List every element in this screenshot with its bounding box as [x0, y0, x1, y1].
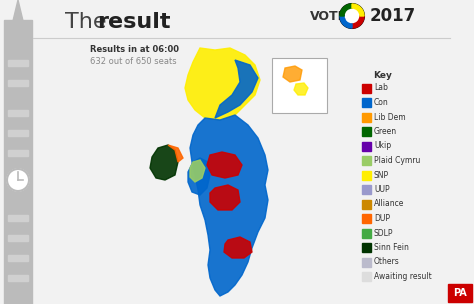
Wedge shape	[340, 4, 352, 16]
Text: PA: PA	[453, 288, 467, 298]
Bar	[8, 80, 28, 86]
Text: Con: Con	[374, 98, 389, 107]
Polygon shape	[210, 185, 240, 210]
Text: Alliance: Alliance	[374, 199, 404, 209]
Text: DUP: DUP	[374, 214, 390, 223]
Wedge shape	[352, 16, 364, 28]
Bar	[362, 199, 371, 209]
Bar	[362, 185, 371, 194]
Bar	[362, 243, 371, 252]
Text: SNP: SNP	[374, 171, 389, 179]
Text: Lib Dem: Lib Dem	[374, 112, 406, 122]
Bar	[362, 127, 371, 136]
Bar	[8, 255, 28, 261]
Bar	[272, 58, 327, 113]
Text: The: The	[65, 12, 114, 32]
Polygon shape	[215, 60, 258, 118]
Text: Sinn Fein: Sinn Fein	[374, 243, 409, 252]
Polygon shape	[150, 145, 178, 180]
Text: Ukip: Ukip	[374, 141, 391, 150]
Text: result: result	[97, 12, 171, 32]
Circle shape	[7, 169, 29, 191]
Bar	[362, 272, 371, 281]
Bar	[448, 284, 472, 302]
Polygon shape	[168, 145, 183, 162]
Text: 2017: 2017	[370, 7, 416, 25]
Bar	[362, 98, 371, 107]
Polygon shape	[207, 152, 242, 178]
Bar	[8, 215, 28, 221]
Polygon shape	[188, 158, 210, 195]
Bar	[362, 229, 371, 237]
Text: 632 out of 650 seats: 632 out of 650 seats	[90, 57, 177, 67]
Bar	[362, 156, 371, 165]
Bar	[8, 275, 28, 281]
Bar	[362, 84, 371, 92]
Text: UUP: UUP	[374, 185, 390, 194]
Text: VOTE: VOTE	[310, 9, 347, 22]
Polygon shape	[190, 115, 268, 296]
Polygon shape	[283, 66, 302, 82]
Bar	[8, 60, 28, 66]
Bar	[362, 257, 371, 267]
Bar	[362, 141, 371, 150]
Polygon shape	[12, 0, 24, 25]
Bar	[8, 235, 28, 241]
Polygon shape	[190, 160, 205, 182]
Wedge shape	[340, 16, 352, 28]
Text: Plaid Cymru: Plaid Cymru	[374, 156, 420, 165]
Bar	[272, 58, 327, 113]
Wedge shape	[352, 4, 364, 16]
Polygon shape	[294, 83, 308, 95]
Text: Key: Key	[373, 71, 392, 81]
Text: SDLP: SDLP	[374, 229, 393, 237]
Text: Lab: Lab	[374, 84, 388, 92]
Bar	[8, 110, 28, 116]
Text: Results in at 06:00: Results in at 06:00	[90, 46, 179, 54]
Bar	[4, 20, 32, 304]
Bar	[8, 130, 28, 136]
Text: Others: Others	[374, 257, 400, 267]
Bar	[362, 112, 371, 122]
Bar	[362, 214, 371, 223]
Text: Awaiting result: Awaiting result	[374, 272, 432, 281]
Polygon shape	[185, 48, 260, 120]
Bar	[8, 150, 28, 156]
Polygon shape	[224, 237, 252, 258]
Text: Green: Green	[374, 127, 397, 136]
Bar	[362, 171, 371, 179]
Circle shape	[340, 4, 364, 28]
